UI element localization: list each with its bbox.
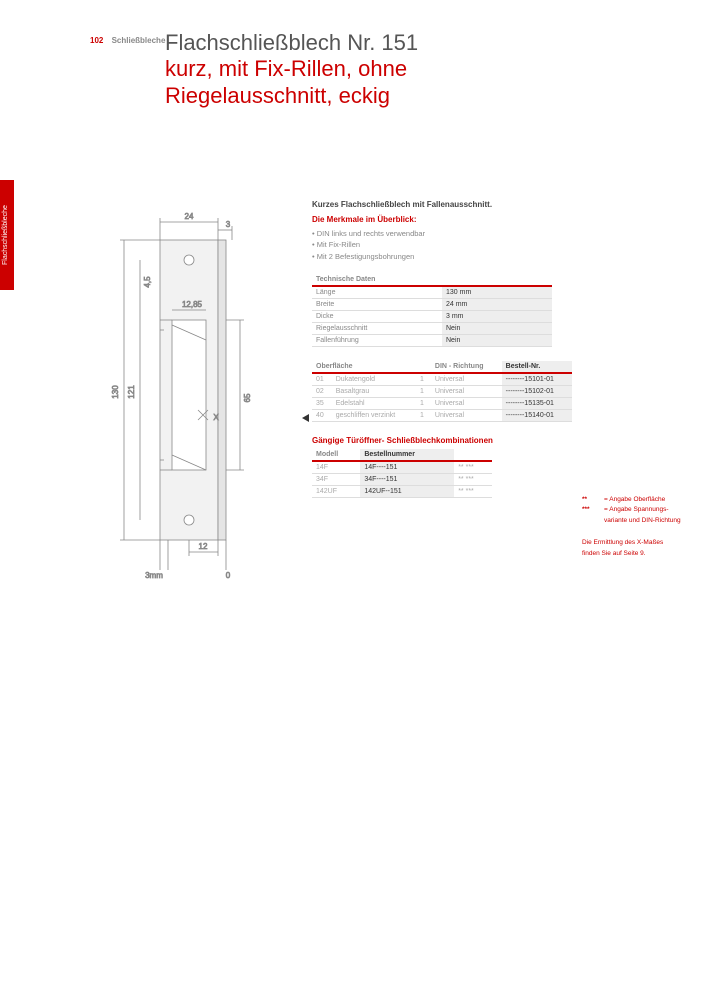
table-row: 35Edelstahl1Universal--------15135-01 [312, 397, 572, 409]
dim-3mm: 3mm [145, 571, 163, 580]
page-header: 102 Schließbleche [90, 36, 165, 45]
table-row: 01Dukatengold1Universal--------15101-01 [312, 373, 572, 386]
features-header: Die Merkmale im Überblick: [312, 215, 572, 224]
dim-65: 65 [243, 393, 252, 402]
dim-0: 0 [226, 571, 231, 580]
dim-121: 121 [127, 385, 136, 399]
table-row: RiegelausschnittNein [312, 322, 552, 334]
legend-sym2: *** [582, 505, 604, 515]
dim-45: 4,5 [143, 276, 152, 288]
side-tab: Flachschließbleche [0, 180, 14, 290]
table-row: Dicke3 mm [312, 310, 552, 322]
intro-text: Kurzes Flachschließblech mit Fallenaussc… [312, 200, 572, 209]
legend-note2: finden Sie auf Seite 9. [582, 549, 692, 559]
col-order: Bestell-Nr. [502, 361, 572, 373]
table-row: 142UF142UF--151** *** [312, 485, 492, 497]
title-line2b: Riegelausschnitt, eckig [165, 83, 565, 109]
features-list: DIN links und rechts verwendbar Mit Fix-… [312, 228, 572, 262]
legend: **= Angabe Oberfläche ***= Angabe Spannu… [582, 495, 692, 559]
feature-item: Mit Fix-Rillen [312, 239, 572, 250]
table-row: 02Basaltgrau1Universal--------15102-01 [312, 385, 572, 397]
feature-item: DIN links und rechts verwendbar [312, 228, 572, 239]
table-row: 14F14F----151** *** [312, 461, 492, 474]
dim-24: 24 [185, 212, 194, 221]
legend-sym1: ** [582, 495, 604, 505]
table-row: FallenführungNein [312, 334, 552, 346]
title-block: Flachschließblech Nr. 151 kurz, mit Fix-… [165, 30, 565, 109]
table-row: Breite24 mm [312, 298, 552, 310]
combo-header: Gängige Türöffner- Schließblechkombinati… [312, 436, 572, 445]
content-column: Kurzes Flachschließblech mit Fallenaussc… [312, 200, 572, 498]
dim-12: 12 [199, 542, 208, 551]
section-name: Schließbleche [112, 36, 166, 45]
row-arrow-icon [302, 414, 309, 422]
dim-x: X [213, 413, 219, 422]
col-surface: Oberfläche [312, 361, 416, 373]
technical-diagram: 24 3 X 130 121 4,5 65 [100, 210, 280, 590]
order-table: Oberfläche DIN - Richtung Bestell-Nr. 01… [312, 361, 572, 422]
title-line2a: kurz, mit Fix-Rillen, ohne [165, 56, 565, 82]
table-row: Länge130 mm [312, 286, 552, 299]
feature-item: Mit 2 Befestigungsbohrungen [312, 251, 572, 262]
table-row: 34F34F----151** *** [312, 473, 492, 485]
col-ordernum: Bestellnummer [360, 449, 454, 461]
dim-130: 130 [111, 385, 120, 399]
tech-data-table: Technische Daten Länge130 mm Breite24 mm… [312, 274, 552, 347]
table-row: 40geschliffen verzinkt1Universal--------… [312, 409, 572, 421]
tech-header: Technische Daten [312, 274, 442, 286]
legend-note1: Die Ermittlung des X-Maßes [582, 538, 692, 548]
dim-3: 3 [226, 220, 231, 229]
dim-1285: 12,85 [182, 300, 203, 309]
page-number: 102 [90, 36, 103, 45]
col-model: Modell [312, 449, 360, 461]
title-line1: Flachschließblech Nr. 151 [165, 30, 565, 56]
combo-table: Modell Bestellnummer 14F14F----151** ***… [312, 449, 492, 498]
col-din: DIN - Richtung [431, 361, 502, 373]
